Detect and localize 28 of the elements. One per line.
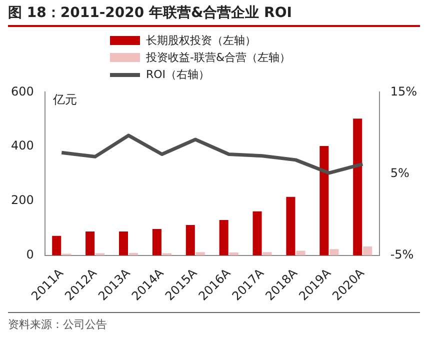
bar bbox=[353, 118, 362, 256]
legend-label: 投资收益-联营&合营（左轴） bbox=[146, 50, 291, 65]
y-tick-label: 400 bbox=[11, 138, 34, 153]
bar bbox=[186, 224, 195, 256]
bar bbox=[286, 196, 296, 256]
y2-tick-label: 15% bbox=[390, 84, 417, 98]
bar bbox=[296, 250, 306, 256]
bar bbox=[196, 252, 205, 256]
y-tick-label: 0 bbox=[26, 248, 34, 262]
bar bbox=[330, 249, 339, 256]
y2-tick-label: 5% bbox=[390, 166, 410, 180]
bar bbox=[320, 146, 329, 256]
bar bbox=[118, 231, 128, 256]
bar bbox=[86, 231, 95, 256]
y-axis-title: 亿元 bbox=[52, 92, 77, 106]
legend-label: 长期股权投资（左轴） bbox=[146, 33, 256, 48]
y2-tick-label: -5% bbox=[390, 248, 414, 262]
bar bbox=[252, 211, 262, 256]
bar bbox=[219, 220, 228, 256]
bar bbox=[262, 252, 272, 256]
bar bbox=[363, 246, 372, 256]
bar bbox=[152, 229, 162, 256]
y-tick-label: 600 bbox=[11, 84, 34, 98]
legend-label: ROI（右轴） bbox=[146, 67, 210, 82]
bar bbox=[52, 236, 62, 256]
text: 资料来源：公司公告 bbox=[8, 312, 420, 332]
chart-title: 图 18：2011-2020 年联营&合营企业 ROI bbox=[8, 4, 420, 27]
y-tick-label: 200 bbox=[11, 193, 34, 208]
